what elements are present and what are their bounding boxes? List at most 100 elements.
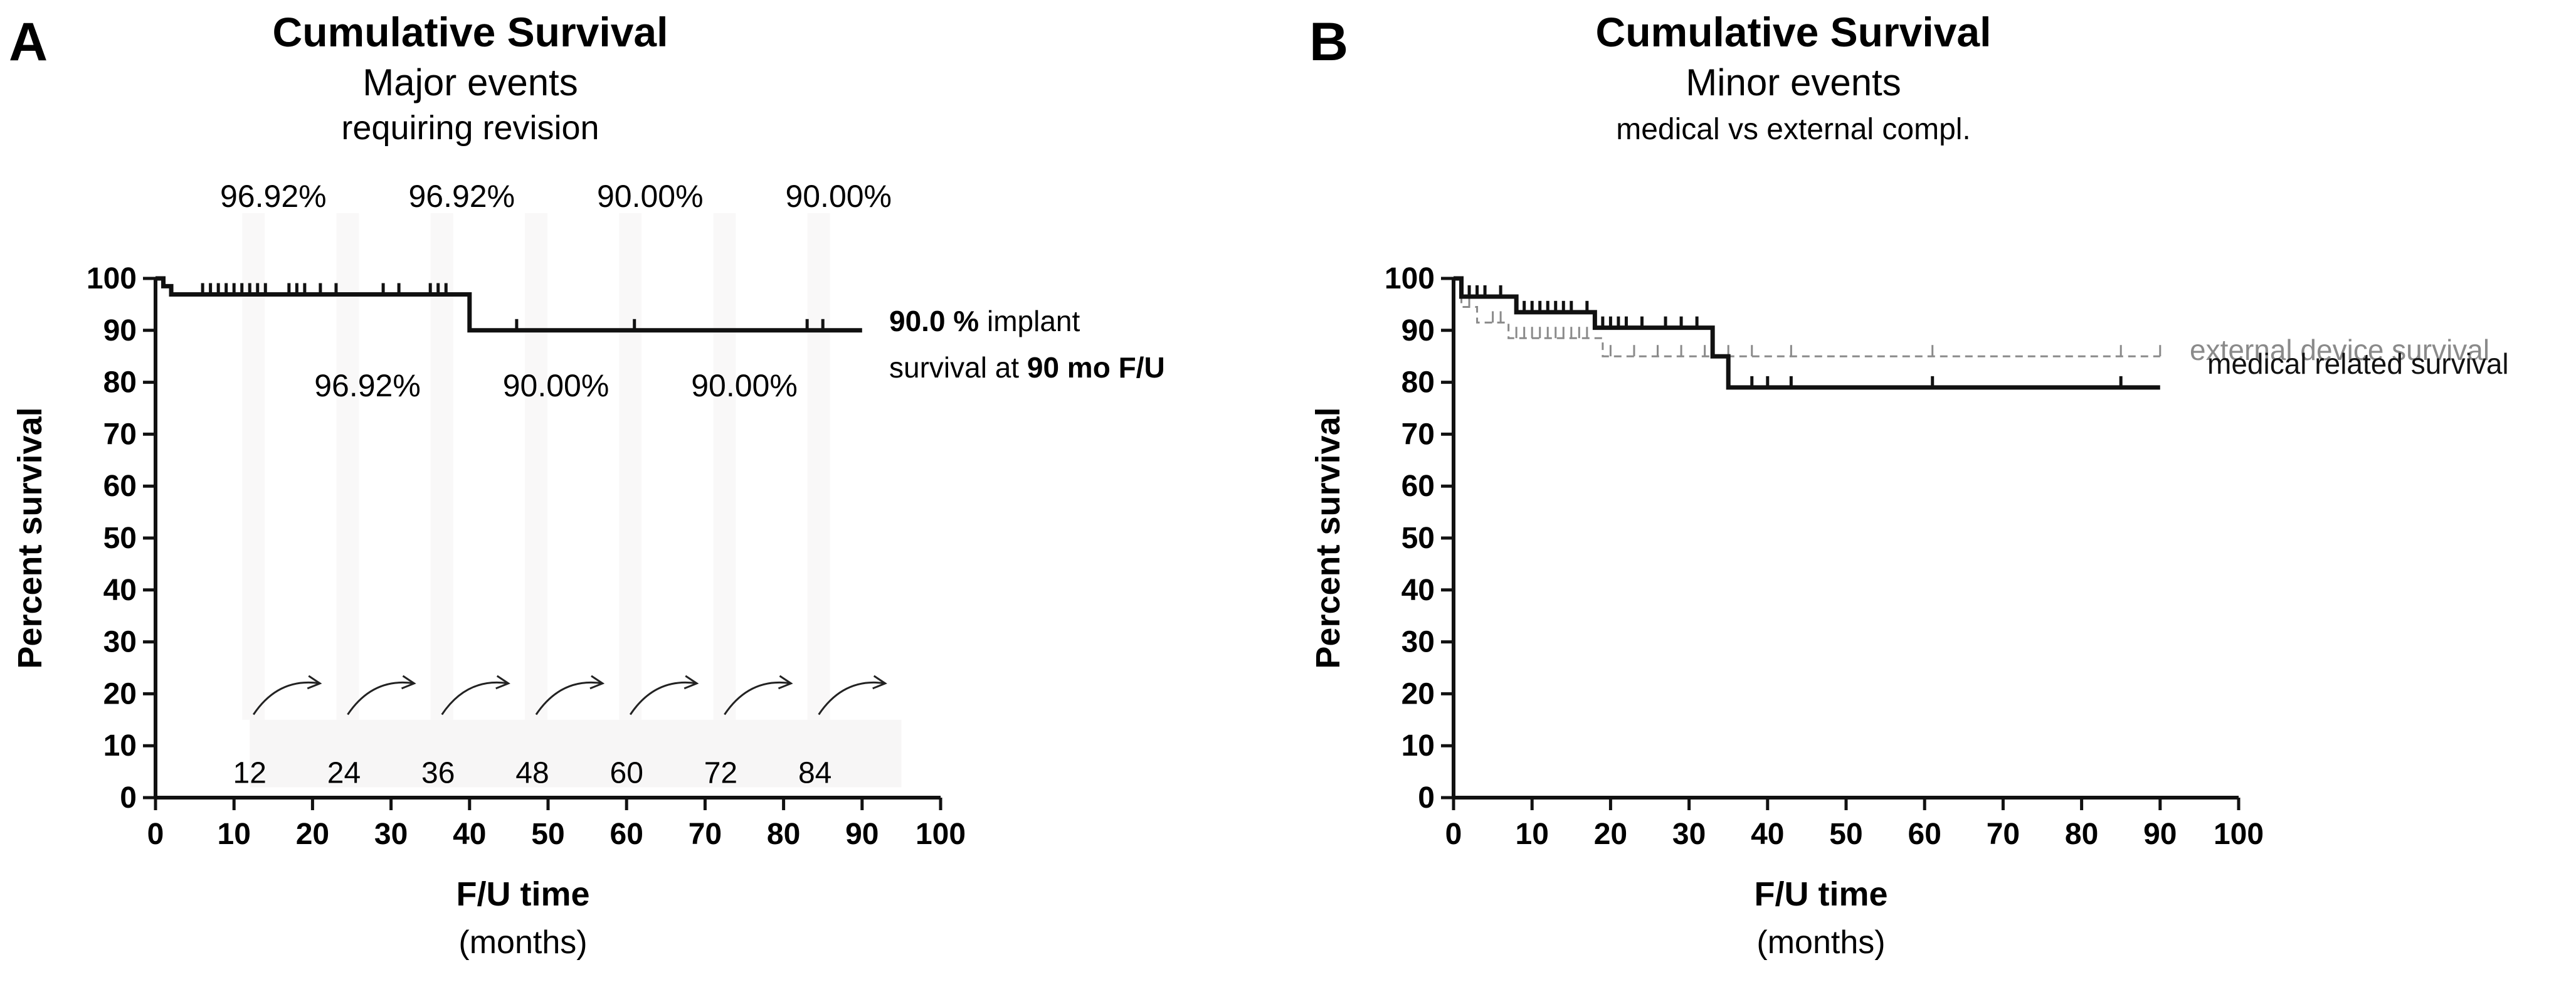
panel-a-mid-percent: 90.00% [503, 368, 610, 403]
panel-b-series [1454, 276, 2162, 390]
panel-a-note-bold2: 90 mo F/U [1027, 351, 1165, 384]
panel-b-y-tick-label: 10 [1401, 729, 1435, 763]
panel-b-axes: 0 10 20 30 40 50 60 70 80 90 100 0 10 20 30 40 50 60 70 80 9… [1385, 262, 2264, 851]
panel-a-x-tick-label: 40 [453, 818, 486, 851]
panel-a-top-percent: 90.00% [597, 179, 704, 214]
panel-b-x-tick-label: 40 [1751, 818, 1784, 851]
panel-b-x-tick-label: 80 [2065, 818, 2098, 851]
panel-a-y-tick-label: 70 [103, 418, 137, 451]
panel-a-note-line2: survival at 90 mo F/U [889, 351, 1165, 384]
panel-a-interval-label: 84 [798, 757, 831, 790]
panel-b-plot: 0 10 20 30 40 50 60 70 80 90 100 0 10 20 30 40 50 60 70 80 9… [1309, 262, 2509, 961]
panel-a-interval-column [619, 213, 642, 720]
panel-a-axes: 0 10 20 30 40 50 60 70 80 90 100 0 10 20 30 40 50 60 70 80 9… [87, 262, 966, 851]
panel-a-interval-label: 24 [327, 757, 361, 790]
panel-b-y-tick-label: 80 [1401, 366, 1435, 399]
panel-a-ylabel: Percent survival [11, 407, 49, 668]
panel-b-x-tick-label: 100 [2214, 818, 2264, 851]
panel-a-x-tick-label: 10 [218, 818, 251, 851]
panel-a-x-tick-label: 50 [531, 818, 564, 851]
panel-b-ylabel: Percent survival [1309, 407, 1347, 668]
panel-b-y-tick-label: 90 [1401, 314, 1435, 347]
panel-b-y-tick-label: 100 [1385, 262, 1435, 295]
panel-a-interval-label: 60 [610, 757, 643, 790]
panel-a-x-tick-label: 30 [374, 818, 408, 851]
panel-b-x-tick-label: 90 [2143, 818, 2177, 851]
panel-a-x-tick-label: 20 [296, 818, 329, 851]
panel-a-xlabel-unit: (months) [458, 924, 587, 961]
panel-a-interval-label: 36 [421, 757, 455, 790]
panel-a-interval-arrowhead [495, 675, 510, 690]
panel-a-x-tick-label: 80 [767, 818, 800, 851]
panel-a-interval-arrowhead [589, 675, 605, 690]
panel-a-y-tick-label: 0 [120, 781, 137, 815]
panel-b-series-line-0 [1454, 277, 2160, 357]
panel-b-subtitle: Minor events [1686, 61, 1901, 103]
panel-a-top-percent: 96.92% [220, 179, 327, 214]
panel-a-top-percent: 96.92% [408, 179, 515, 214]
panel-b-legend-medical: medical related survival [2207, 347, 2509, 380]
panel-a-x-tick-label: 0 [147, 818, 164, 851]
panel-a-note-line1: 90.0 % implant [889, 305, 1080, 337]
panel-a-interval-arrowhead [401, 675, 416, 690]
panel-a-x-tick-label: 100 [916, 818, 966, 851]
panel-a-y-tick-label: 100 [87, 262, 137, 295]
panel-a-header: Cumulative Survival Major events requiri… [273, 9, 668, 147]
panel-letter-a: A [9, 12, 48, 72]
panel-a-interval-arrow [347, 681, 414, 715]
panel-a-interval-arrowhead [684, 675, 699, 690]
panel-a-interval-column [807, 213, 830, 720]
panel-b-xlabel: F/U time [1754, 875, 1887, 913]
panel-a-interval-arrowhead [872, 675, 887, 690]
panel-a-note: 90.0 % implant survival at 90 mo F/U [889, 305, 1165, 384]
panel-a-annotations: 96.92% 96.92% 90.00% 90.00% 96.92% 90.00% 90.0… [220, 179, 892, 790]
panel-b-x-tick-label: 0 [1445, 818, 1462, 851]
panel-a-series [156, 276, 862, 333]
panel-a-y-tick-label: 10 [103, 729, 137, 763]
panel-a-mid-percent: 96.92% [314, 368, 421, 403]
panel-a-interval-column [524, 213, 547, 720]
panel-a-title: Cumulative Survival [273, 9, 668, 55]
panel-a-x-tick-label: 70 [689, 818, 722, 851]
panel-b-y-tick-label: 70 [1401, 418, 1435, 451]
panel-a-x-tick-label: 60 [610, 818, 643, 851]
panel-b-x-tick-label: 60 [1908, 818, 1941, 851]
panel-b-y-tick-label: 60 [1401, 470, 1435, 503]
panel-a-interval-arrow [441, 681, 509, 715]
panel-a-top-percent: 90.00% [785, 179, 892, 214]
panel-b-legend-external: external device survival [2190, 334, 2489, 366]
panel-a-shading [242, 213, 902, 788]
panel-a-y-tick-label: 80 [103, 366, 137, 399]
panel-b-x-tick-label: 50 [1829, 818, 1862, 851]
panel-a-mid-percent: 90.00% [691, 368, 798, 403]
panel-b-x-tick-label: 70 [1987, 818, 2020, 851]
panel-b-title: Cumulative Survival [1596, 9, 1992, 55]
panel-a-xlabel: F/U time [456, 875, 589, 913]
panel-a-interval-column [336, 213, 359, 720]
panel-a-y-tick-label: 30 [103, 626, 137, 659]
panel-a-x-tick-label: 90 [845, 818, 879, 851]
panel-a-interval-label: 12 [233, 757, 267, 790]
panel-a-interval-arrow [535, 681, 603, 715]
panel-a-y-tick-label: 90 [103, 314, 137, 347]
panel-a-y-tick-label: 50 [103, 522, 137, 555]
panel-a-interval-arrow [629, 681, 697, 715]
panel-a-note-text2: survival at [889, 351, 1027, 384]
panel-b-x-tick-label: 20 [1594, 818, 1627, 851]
panel-b-x-tick-label: 10 [1516, 818, 1549, 851]
panel-a-interval-column [242, 213, 265, 720]
panel-a-series-line-0 [156, 276, 862, 333]
panel-a-plot: 0 10 20 30 40 50 60 70 80 90 100 0 10 20 30 40 50 60 70 80 9… [11, 179, 1165, 961]
panel-a-note-bold1: 90.0 % [889, 305, 979, 337]
panel-b-y-tick-label: 20 [1401, 677, 1435, 710]
panel-b-y-tick-label: 50 [1401, 522, 1435, 555]
panel-b-header: Cumulative Survival Minor events medical… [1596, 9, 1992, 146]
panel-a-interval-label: 48 [515, 757, 549, 790]
panel-a-y-tick-label: 60 [103, 470, 137, 503]
panel-a-interval-band [250, 719, 902, 788]
panel-a-interval-arrow [252, 681, 320, 715]
panel-a-interval-arrowhead [778, 675, 793, 690]
panel-b-y-tick-label: 30 [1401, 626, 1435, 659]
panel-b-y-tick-label: 0 [1418, 781, 1435, 815]
